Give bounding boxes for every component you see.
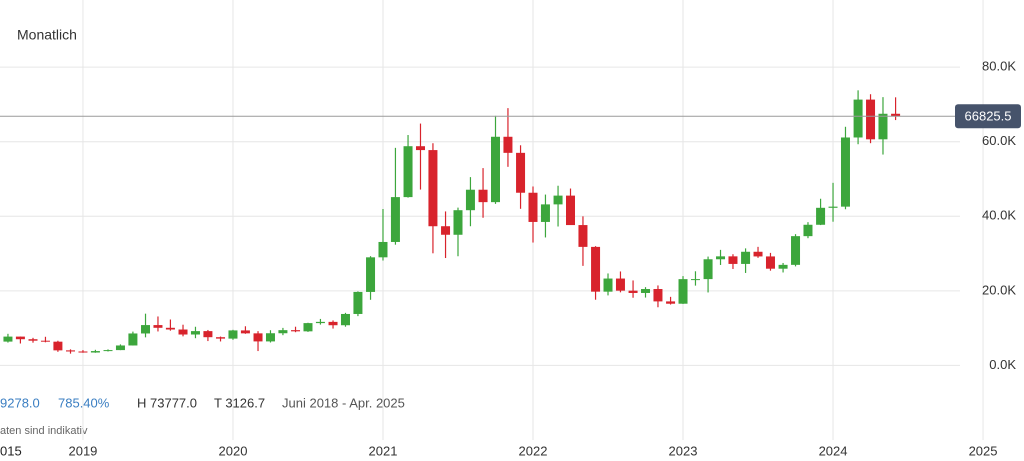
candle-body: [366, 257, 376, 292]
x-tick-label: 2023: [669, 443, 698, 458]
candle-body: [291, 330, 301, 332]
x-edge-label: 015: [0, 443, 22, 458]
candle-body: [516, 152, 526, 193]
candle-body: [315, 321, 325, 324]
note: aten sind indikativ: [0, 425, 88, 437]
x-tick-label: 2022: [519, 443, 548, 458]
candle-body: [240, 330, 250, 334]
candle-body: [690, 279, 700, 281]
x-tick-label: 2024: [819, 443, 848, 458]
candle-body: [566, 195, 576, 226]
candle-body: [866, 99, 876, 140]
candle-body: [478, 189, 488, 203]
candle-body: [66, 350, 76, 352]
candle-body: [203, 331, 213, 338]
stat-change-pct: 785.40%: [58, 395, 110, 410]
candle-body: [303, 323, 313, 332]
candle-body: [115, 345, 125, 351]
candle-body: [441, 226, 451, 235]
candle-body: [28, 339, 38, 341]
x-tick-label: 2020: [219, 443, 248, 458]
candle-body: [465, 189, 475, 211]
candle-body: [653, 289, 663, 302]
candle-body: [591, 246, 601, 292]
candle-body: [178, 329, 188, 335]
y-tick-label: 0.0K: [989, 357, 1016, 372]
candle-body: [615, 278, 625, 291]
y-tick-label: 20.0K: [982, 282, 1016, 297]
candle-body: [428, 150, 438, 227]
candle-body: [678, 279, 688, 304]
candle-body: [878, 113, 888, 140]
x-tick-label: 2025: [969, 443, 998, 458]
candle-body: [603, 278, 613, 292]
candle-body: [816, 207, 826, 225]
stat-low: T 3126.7: [214, 395, 265, 410]
candle-body: [415, 146, 425, 151]
y-tick-label: 60.0K: [982, 133, 1016, 148]
candle-body: [628, 290, 638, 293]
candle-body: [128, 333, 138, 346]
candle-body: [778, 264, 788, 269]
candle-body: [490, 136, 500, 203]
candle-body: [190, 331, 200, 335]
candle-body: [403, 146, 413, 198]
stat-change: 9278.0: [0, 395, 40, 410]
candle-body: [803, 224, 813, 237]
candle-body: [791, 236, 801, 265]
candle-body: [278, 330, 288, 334]
candle-body: [716, 256, 726, 260]
candle-body: [141, 325, 151, 334]
candle-body: [40, 340, 50, 342]
candle-body: [703, 259, 713, 280]
stat-range: Juni 2018 - Apr. 2025: [282, 395, 405, 410]
candle-body: [90, 351, 100, 353]
candle-body: [153, 325, 163, 328]
candle-body: [666, 301, 676, 304]
candle-body: [3, 336, 13, 342]
stat-high: H 73777.0: [137, 395, 197, 410]
candle-body: [15, 336, 25, 340]
candle-body: [378, 241, 388, 258]
candle-body: [78, 351, 88, 353]
candle-body: [216, 337, 226, 339]
candle-body: [641, 289, 651, 293]
candle-body: [828, 206, 838, 208]
candle-body: [328, 321, 338, 326]
candle-body: [265, 333, 275, 342]
candle-body: [453, 210, 463, 235]
candle-body: [228, 330, 238, 339]
candle-body: [165, 327, 175, 330]
candle-body: [840, 137, 850, 207]
last-price-box: [955, 104, 1021, 129]
candle-body: [390, 197, 400, 242]
y-tick-label: 80.0K: [982, 59, 1016, 74]
x-tick-label: 2021: [369, 443, 398, 458]
candle-body: [103, 350, 113, 352]
candle-body: [528, 192, 538, 222]
candle-body: [253, 333, 263, 342]
candle-body: [853, 99, 863, 138]
last-price-label: 66825.5: [965, 109, 1012, 124]
y-tick-label: 40.0K: [982, 208, 1016, 223]
candle-body: [578, 225, 588, 247]
candle-body: [553, 195, 563, 205]
x-tick-label: 2019: [68, 443, 97, 458]
candle-body: [891, 113, 901, 117]
candle-body: [503, 136, 513, 153]
candle-body: [741, 251, 751, 264]
candle-body: [728, 256, 738, 264]
candle-body: [53, 341, 63, 351]
candle-body: [340, 313, 350, 326]
candle-body: [353, 291, 363, 314]
candle-body: [540, 204, 550, 222]
candle-body: [753, 251, 763, 257]
candle-body: [765, 256, 775, 269]
chart-title: Monatlich: [17, 27, 77, 43]
